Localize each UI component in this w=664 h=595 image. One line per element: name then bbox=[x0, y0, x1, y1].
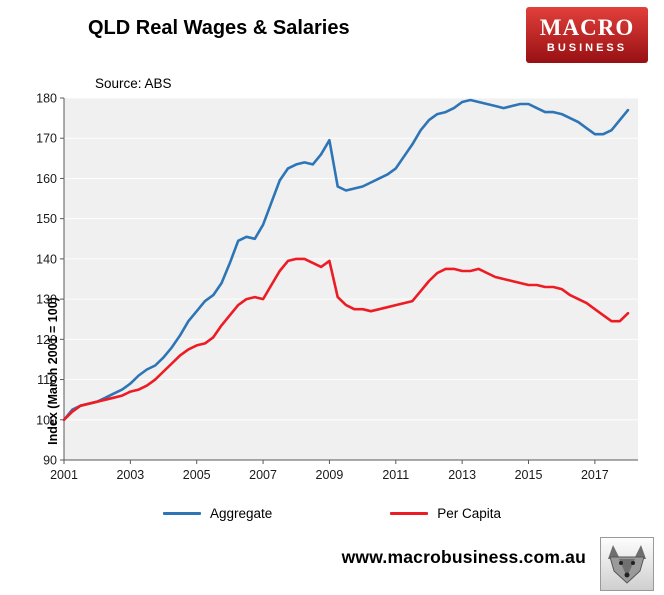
svg-text:160: 160 bbox=[36, 172, 57, 186]
svg-text:2005: 2005 bbox=[183, 468, 211, 482]
chart-title: QLD Real Wages & Salaries bbox=[88, 17, 350, 39]
svg-text:130: 130 bbox=[36, 293, 57, 307]
svg-text:150: 150 bbox=[36, 212, 57, 226]
logo-text-macro: MACRO bbox=[539, 15, 635, 40]
svg-text:2017: 2017 bbox=[581, 468, 609, 482]
macrobusiness-logo: MACRO BUSINESS bbox=[526, 7, 648, 63]
line-chart-canvas: 90 100 110 120 130 140 150 160 170 180 2001 2003 200… bbox=[36, 92, 638, 482]
svg-text:100: 100 bbox=[36, 413, 57, 427]
source-label: Source: ABS bbox=[95, 76, 172, 91]
svg-text:120: 120 bbox=[36, 333, 57, 347]
y-axis-title: Index (March 2001 = 100) bbox=[46, 297, 60, 445]
svg-text:90: 90 bbox=[43, 454, 57, 468]
svg-text:110: 110 bbox=[37, 373, 57, 387]
legend-item-aggregate: Aggregate bbox=[162, 506, 273, 521]
chart-area: Index (March 2001 = 100) 90 100 110 120 130 1… bbox=[24, 92, 646, 490]
svg-text:2013: 2013 bbox=[448, 468, 476, 482]
wolf-icon bbox=[608, 545, 646, 584]
svg-text:2009: 2009 bbox=[316, 468, 344, 482]
logo-text-business: BUSINESS bbox=[546, 42, 628, 54]
svg-text:2003: 2003 bbox=[116, 468, 144, 482]
svg-text:140: 140 bbox=[36, 252, 57, 266]
website-url: www.macrobusiness.com.au bbox=[341, 547, 586, 567]
svg-text:2011: 2011 bbox=[382, 468, 409, 482]
per-capita-legend-label: Per Capita bbox=[437, 506, 502, 521]
aggregate-line-swatch bbox=[162, 512, 201, 515]
aggregate-legend-label: Aggregate bbox=[209, 506, 273, 521]
legend-item-per-capita: Per Capita bbox=[390, 506, 501, 521]
svg-text:2007: 2007 bbox=[249, 468, 277, 482]
svg-text:180: 180 bbox=[36, 92, 57, 106]
legend: Aggregate Per Capita bbox=[0, 506, 664, 521]
svg-text:2001: 2001 bbox=[50, 468, 78, 482]
svg-text:170: 170 bbox=[36, 132, 57, 146]
per-capita-line-swatch bbox=[390, 512, 429, 515]
svg-text:2015: 2015 bbox=[515, 468, 543, 482]
wolf-logo bbox=[600, 537, 654, 591]
